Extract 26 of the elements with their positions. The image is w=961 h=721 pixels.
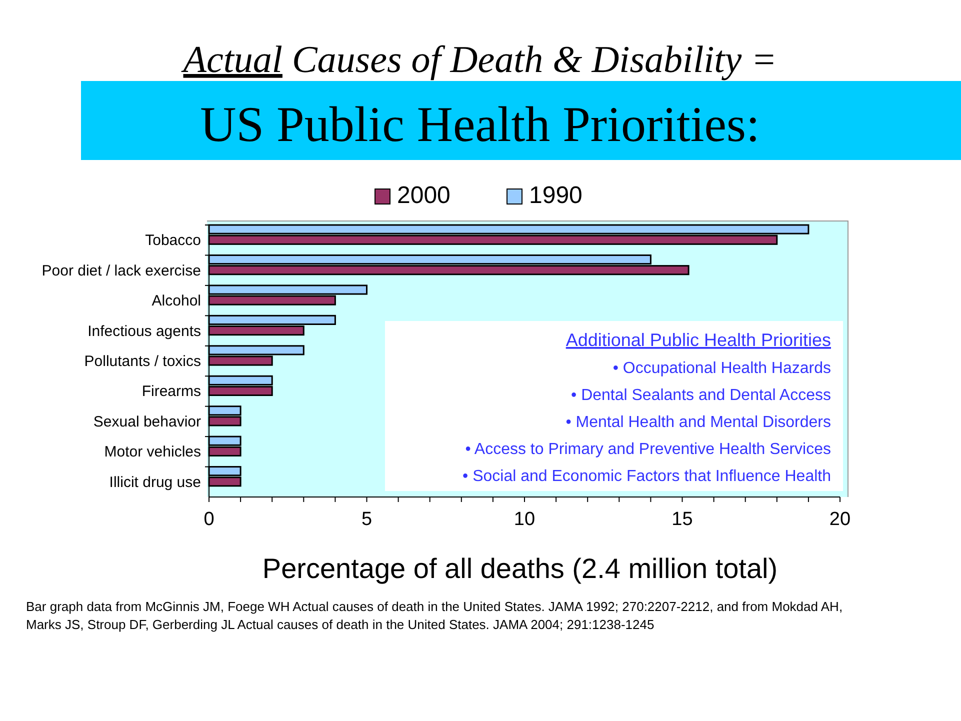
y-tick-label: Pollutants / toxics xyxy=(84,353,201,370)
legend-label: 2000 xyxy=(397,182,450,209)
y-tick-label: Sexual behavior xyxy=(93,413,201,430)
x-tick-label: 5 xyxy=(361,509,372,530)
annotation: • Occupational Health Hazards xyxy=(612,360,831,377)
chart-title: Actual Causes of Death & Disability = xyxy=(180,39,777,81)
legend-label: 1990 xyxy=(529,182,582,209)
y-tick-label: Firearms xyxy=(142,383,201,400)
x-axis-title: Percentage of all deaths (2.4 million total) xyxy=(262,553,778,584)
chart-subtitle: US Public Health Priorities: xyxy=(200,96,760,152)
annotation: • Dental Sealants and Dental Access xyxy=(571,387,831,404)
x-tick-label: 0 xyxy=(204,509,214,530)
annotation: Additional Public Health Priorities xyxy=(566,330,831,350)
y-tick-label: Tobacco xyxy=(145,232,201,250)
y-tick-label: Poor diet / lack exercise xyxy=(42,262,201,280)
y-tick-label: Motor vehicles xyxy=(104,444,201,461)
annotation: • Mental Health and Mental Disorders xyxy=(566,414,831,431)
x-tick-label: 10 xyxy=(514,509,536,530)
y-tick-label: Illicit drug use xyxy=(109,474,201,491)
annotation: • Social and Economic Factors that Influence Health xyxy=(462,468,831,485)
x-tick-label: 20 xyxy=(829,509,851,530)
y-tick-label: Infectious agents xyxy=(88,322,201,340)
text: Bar graph data from McGinnis JM, Foege WH Actual causes of death in the United States. JAMA 1992; 270:2207-2212, and from Mokdad AH, Marks JS, Stroup DF, Gerberding JL Actual causes of death in the United States. JAMA 2004; 291:1238-1245 xyxy=(26,599,843,632)
annotation: • Access to Primary and Preventive Health Services xyxy=(465,441,831,458)
x-tick-label: 15 xyxy=(672,509,693,530)
y-tick-label: Alcohol xyxy=(152,292,201,310)
